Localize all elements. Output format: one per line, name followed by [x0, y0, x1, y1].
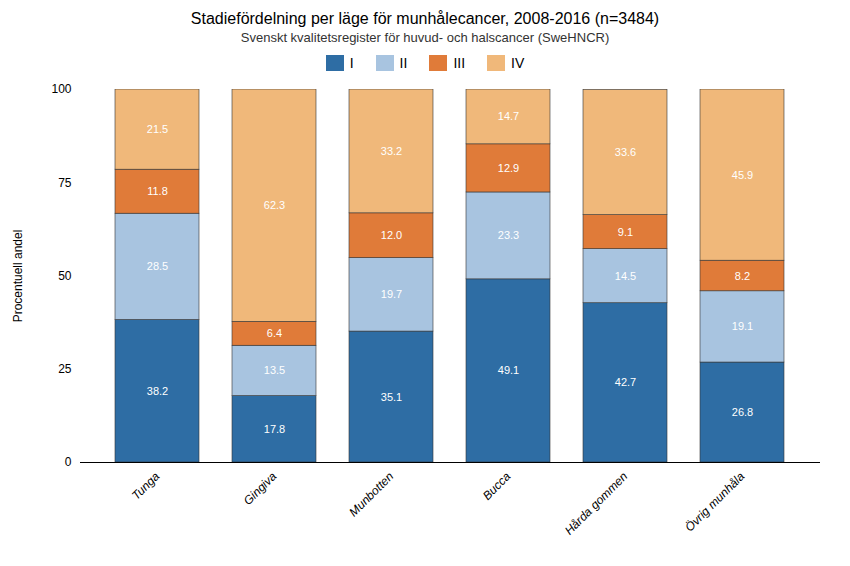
- svg-text:11.8: 11.8: [147, 185, 168, 197]
- html-text:II: II: [399, 55, 408, 71]
- svg-text:17.8: 17.8: [264, 423, 285, 435]
- svg-text:Hårda gommen: Hårda gommen: [562, 469, 631, 538]
- svg-text:0: 0: [65, 455, 72, 469]
- html-text:I: I: [349, 55, 354, 71]
- svg-text:62.3: 62.3: [264, 199, 285, 211]
- svg-text:9.1: 9.1: [618, 226, 633, 238]
- svg-text:50: 50: [58, 269, 72, 283]
- svg-text:35.1: 35.1: [381, 391, 402, 403]
- svg-text:14.5: 14.5: [615, 270, 636, 282]
- svg-text:21.5: 21.5: [147, 123, 168, 135]
- svg-text:49.1: 49.1: [498, 364, 519, 376]
- svg-text:33.2: 33.2: [381, 145, 402, 157]
- svg-text:6.4: 6.4: [267, 327, 282, 339]
- svg-text:28.5: 28.5: [147, 260, 168, 272]
- svg-text:Munbotten: Munbotten: [346, 469, 396, 519]
- svg-text:33.6: 33.6: [615, 146, 636, 158]
- html-text:IV: IV: [511, 55, 525, 71]
- svg-text:19.7: 19.7: [381, 288, 402, 300]
- svg-text:Procentuell andel: Procentuell andel: [11, 230, 25, 323]
- html-text:Stadiefördelning per läge för: Stadiefördelning per läge för munhålecan…: [190, 10, 660, 27]
- html-text:Svenskt kvalitetsregister för: Svenskt kvalitetsregister för huvud- och…: [240, 30, 610, 45]
- svg-text:8.2: 8.2: [735, 270, 750, 282]
- svg-text:Gingiva: Gingiva: [241, 469, 280, 508]
- svg-text:Tunga: Tunga: [129, 469, 163, 503]
- svg-text:12.0: 12.0: [381, 229, 402, 241]
- svg-text:45.9: 45.9: [732, 169, 753, 181]
- svg-text:25: 25: [58, 362, 72, 376]
- svg-text:42.7: 42.7: [615, 376, 636, 388]
- svg-text:23.3: 23.3: [498, 229, 519, 241]
- svg-text:19.1: 19.1: [732, 320, 753, 332]
- svg-text:13.5: 13.5: [264, 364, 285, 376]
- svg-text:Övrig munhåla: Övrig munhåla: [682, 469, 747, 534]
- html-text:III: III: [453, 55, 465, 71]
- svg-text:12.9: 12.9: [498, 162, 519, 174]
- svg-text:38.2: 38.2: [147, 385, 168, 397]
- svg-text:100: 100: [51, 82, 71, 96]
- svg-text:14.7: 14.7: [498, 110, 519, 122]
- svg-text:Bucca: Bucca: [480, 469, 514, 503]
- svg-text:75: 75: [58, 176, 72, 190]
- svg-text:26.8: 26.8: [732, 406, 753, 418]
